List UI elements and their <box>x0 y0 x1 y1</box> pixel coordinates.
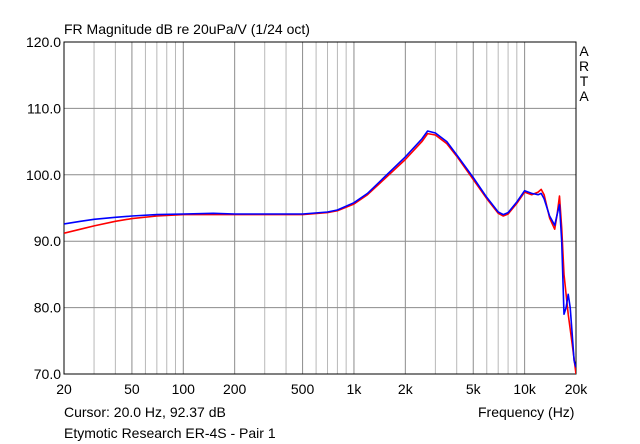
brand-letter-r: R <box>578 58 590 74</box>
brand-letter-a1: A <box>579 43 589 59</box>
plot-frame <box>63 41 577 375</box>
x-tick-label: 10k <box>513 381 537 397</box>
brand-letter-a2: A <box>579 88 589 104</box>
x-tick-label: 100 <box>172 381 196 397</box>
x-tick-label: 20 <box>56 381 72 397</box>
brand-letter-t: T <box>579 73 589 89</box>
device-name: Etymotic Research ER-4S - Pair 1 <box>64 425 276 441</box>
x-tick-label: 50 <box>124 381 140 397</box>
series-line-1 <box>64 132 576 374</box>
cursor-readout: Cursor: 20.0 Hz, 92.37 dB <box>64 404 226 420</box>
x-tick-label: 5k <box>466 381 482 397</box>
x-tick-label: 500 <box>291 381 315 397</box>
y-tick-label: 70.0 <box>34 366 61 382</box>
y-tick-label: 100.0 <box>26 167 61 183</box>
x-tick-label: 200 <box>223 381 247 397</box>
x-tick-label: 2k <box>398 381 414 397</box>
y-tick-label: 120.0 <box>26 34 61 50</box>
y-tick-label: 80.0 <box>34 300 61 316</box>
y-tick-label: 90.0 <box>34 233 61 249</box>
x-tick-label: 1k <box>347 381 363 397</box>
x-tick-label: 20k <box>565 381 589 397</box>
arta-brand: A R T A <box>577 44 591 104</box>
series-line-2 <box>64 130 576 368</box>
y-tick-label: 110.0 <box>27 100 61 116</box>
x-axis-label: Frequency (Hz) <box>478 404 575 420</box>
chart-title: FR Magnitude dB re 20uPa/V (1/24 oct) <box>64 21 310 37</box>
